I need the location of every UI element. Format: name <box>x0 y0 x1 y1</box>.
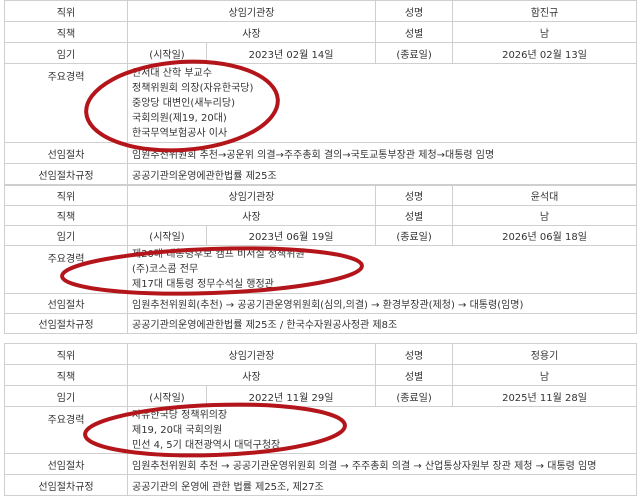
label-term: 임기 <box>4 225 128 246</box>
label-rule: 선임절차규정 <box>4 474 128 496</box>
label-end: (종료일) <box>375 225 454 246</box>
label-title: 직책 <box>4 21 128 43</box>
rule-value: 공공기관의운영에관한법률 제25조 <box>126 163 638 185</box>
label-start: (시작일) <box>127 42 207 64</box>
career-item: 제20대 대통령후보 캠프 비서실 정책위원 <box>132 249 305 260</box>
label-gender: 성별 <box>375 21 454 43</box>
position-value: 상임기관장 <box>126 185 377 206</box>
name-value: 정용기 <box>452 343 638 365</box>
title-value: 사장 <box>126 21 377 43</box>
label-position: 직위 <box>4 185 128 206</box>
end-date: 2026년 02월 13일 <box>452 42 638 64</box>
start-date: 2022년 11월 29일 <box>205 385 377 407</box>
procedure-value: 임원추천위원회 추천 → 공공기관운영위원회 의결 → 주주총회 의결 → 산업… <box>126 453 638 475</box>
start-date: 2023년 06월 19일 <box>205 225 377 246</box>
title-value: 사장 <box>126 364 377 386</box>
career-item: 정책위원회 의장(자유한국당) <box>132 82 254 94</box>
position-value: 상임기관장 <box>126 343 377 365</box>
label-gender: 성별 <box>375 205 454 226</box>
career-item: 국회의원(제19, 20대) <box>132 112 227 124</box>
start-date: 2023년 02월 14일 <box>205 42 377 64</box>
label-rule: 선임절차규정 <box>4 313 128 334</box>
gender-value: 남 <box>452 364 638 386</box>
label-gender: 성별 <box>375 364 454 386</box>
label-position: 직위 <box>4 343 128 365</box>
label-end: (종료일) <box>375 42 454 64</box>
label-name: 성명 <box>375 185 454 206</box>
label-career: 주요경력 <box>4 406 128 454</box>
gender-value: 남 <box>452 205 638 226</box>
label-position: 직위 <box>4 0 128 22</box>
career-item: 자유한국당 정책위의장 <box>132 409 228 421</box>
rule-value: 공공기관의운영에관한법률 제25조 / 한국수자원공사정관 제8조 <box>126 313 638 334</box>
career-item: 한국무역보험공사 이사 <box>132 127 228 139</box>
label-procedure: 선임절차 <box>4 142 128 164</box>
executive-record-table: 직위 상임기관장 성명 함진규 직책 사장 성별 남 임기 (시작일) 2023년 02월 14… <box>4 0 638 185</box>
label-procedure: 선임절차 <box>4 453 128 475</box>
label-term: 임기 <box>4 385 128 407</box>
gender-value: 남 <box>452 21 638 43</box>
career-item: 제17대 대통령 정무수석실 행정관 <box>132 279 274 290</box>
executive-record-table: 직위 상임기관장 성명 정용기 직책 사장 성별 남 임기 (시작일) 2022년 11월 29… <box>4 343 638 496</box>
label-term: 임기 <box>4 42 128 64</box>
career-item: 중앙당 대변인(새누리당) <box>132 97 235 109</box>
position-value: 상임기관장 <box>126 0 377 22</box>
label-title: 직책 <box>4 364 128 386</box>
label-procedure: 선임절차 <box>4 293 128 314</box>
end-date: 2025년 11월 28일 <box>452 385 638 407</box>
career-item: (주)코스콤 전무 <box>132 264 199 275</box>
procedure-value: 임원추천위원회 추천→공운위 의결→주주총회 결의→국토교통부장관 제청→대통령… <box>126 142 638 164</box>
name-value: 윤석대 <box>452 185 638 206</box>
label-career: 주요경력 <box>4 245 128 294</box>
career-item: 민선 4, 5기 대전광역시 대덕구청장 <box>132 439 281 451</box>
end-date: 2026년 06월 18일 <box>452 225 638 246</box>
label-name: 성명 <box>375 343 454 365</box>
label-career: 주요경력 <box>4 63 128 143</box>
title-value: 사장 <box>126 205 377 226</box>
label-end: (종료일) <box>375 385 454 407</box>
label-start: (시작일) <box>127 225 207 246</box>
label-title: 직책 <box>4 205 128 226</box>
rule-value: 공공기관의 운영에 관한 법률 제25조, 제27조 <box>126 474 638 496</box>
label-name: 성명 <box>375 0 454 22</box>
career-item: 제19, 20대 국회의원 <box>132 424 223 436</box>
label-rule: 선임절차규정 <box>4 163 128 185</box>
label-start: (시작일) <box>127 385 207 407</box>
career-item: 안서대 산학 부교수 <box>132 67 212 79</box>
executive-record-table: 직위 상임기관장 성명 윤석대 직책 사장 성별 남 임기 (시작일) 2023년 06월 19… <box>4 185 638 334</box>
name-value: 함진규 <box>452 0 638 22</box>
procedure-value: 임원추천위원회(추천) → 공공기관운영위원회(심의,의결) → 환경부장관(제… <box>126 293 638 314</box>
